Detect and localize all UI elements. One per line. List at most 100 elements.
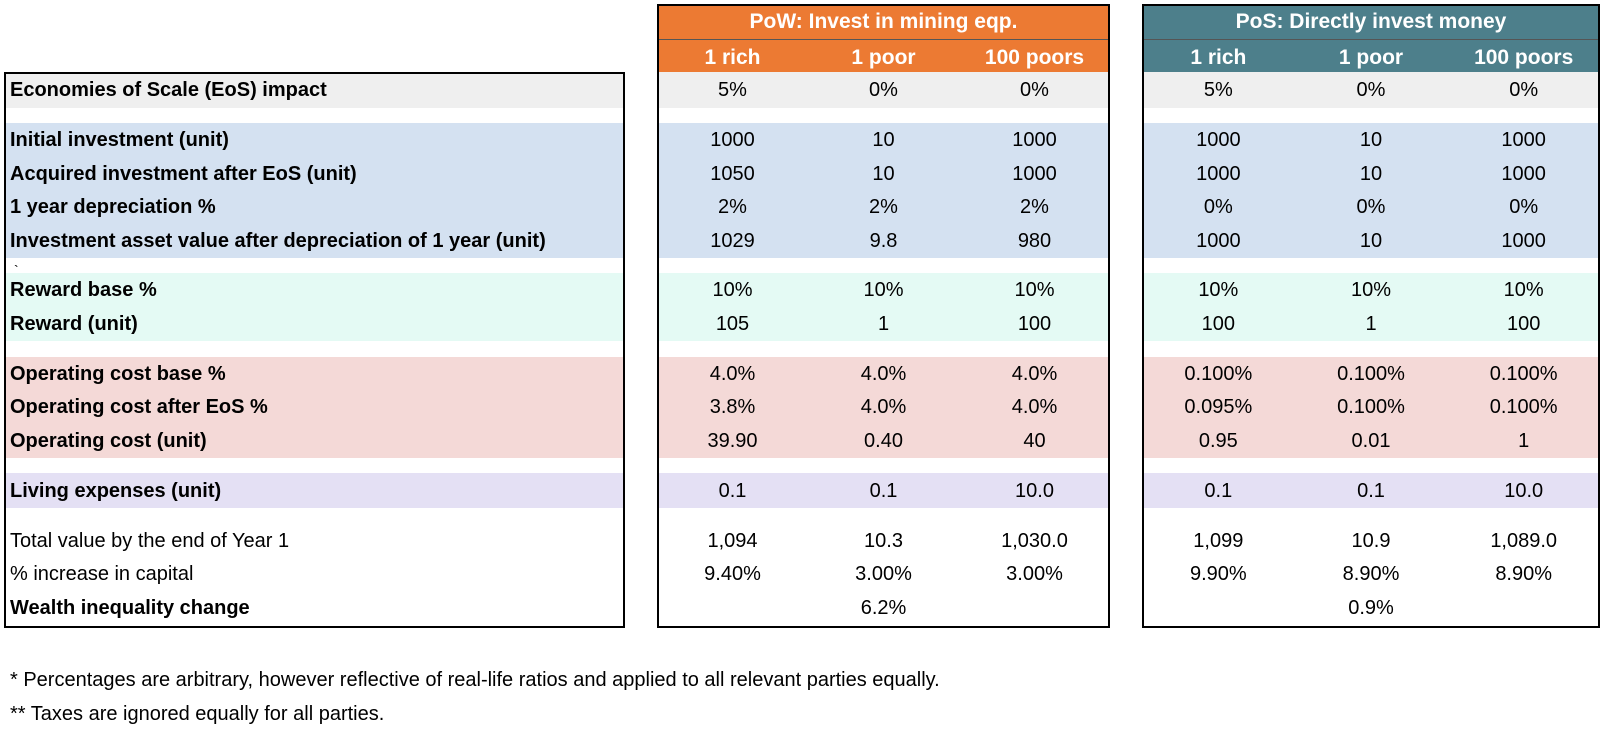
pos-cell: 10.9 <box>1351 529 1391 552</box>
pos-row: 9.90% 8.90% 8.90% <box>1142 557 1600 591</box>
pos-cell: 1000 <box>1196 229 1241 252</box>
pow-cell: 0% <box>869 78 898 101</box>
pos-row: 1000 10 1000 <box>1142 123 1600 157</box>
pos-cell: 0% <box>1356 78 1386 101</box>
label-reward-unit: Reward (unit) <box>10 312 138 335</box>
pow-row: 3.8% 4.0% 4.0% <box>657 390 1110 424</box>
label-depreciation: 1 year depreciation % <box>10 195 216 218</box>
pow-row: 9.40% 3.00% 3.00% <box>657 557 1110 591</box>
band-eos <box>4 72 625 108</box>
pos-band-reward <box>1142 273 1600 341</box>
pow-cell: 1,094 <box>707 529 758 552</box>
pos-row: 0.1 0.1 10.0 <box>1142 474 1600 508</box>
pow-cell: 10.3 <box>864 529 903 552</box>
label-opcost-base: Operating cost base % <box>10 362 226 385</box>
pos-table: PoS: Directly invest money 1 rich 1 poor… <box>1142 4 1600 628</box>
band-investment <box>4 123 625 258</box>
label-eos-impact: Economies of Scale (EoS) impact <box>10 78 327 101</box>
pos-cell: 0.1 <box>1204 479 1233 502</box>
label-opcost-unit: Operating cost (unit) <box>10 429 207 452</box>
pos-row: 10% 10% 10% <box>1142 273 1600 307</box>
label-initial-investment: Initial investment (unit) <box>10 128 229 151</box>
pos-cell: 0.01 <box>1351 429 1391 452</box>
pow-table: PoW: Invest in mining eqp. 1 rich 1 poor… <box>657 4 1110 628</box>
label-living-expenses: Living expenses (unit) <box>10 479 222 502</box>
pow-cell: 10.0 <box>1015 479 1054 502</box>
pos-row: 1,099 10.9 1,089.0 <box>1142 524 1600 558</box>
pow-cell: 10 <box>872 128 895 151</box>
pos-row: 1000 10 1000 <box>1142 224 1600 258</box>
pos-cell: 100 <box>1506 312 1541 335</box>
label-acquired-investment: Acquired investment after EoS (unit) <box>10 162 357 185</box>
footnote-taxes: ** Taxes are ignored equally for all par… <box>10 703 385 725</box>
label-asset-value: Investment asset value after depreciatio… <box>10 229 546 252</box>
pow-cell: 3.00% <box>855 562 912 585</box>
pow-cell: 5% <box>718 78 747 101</box>
label-opcost-eos: Operating cost after EoS % <box>10 395 268 418</box>
pos-row: 100 1 100 <box>1142 307 1600 341</box>
pos-row: 0% 0% 0% <box>1142 190 1600 224</box>
pos-cell: 0.100% <box>1184 362 1253 385</box>
pow-cell: 4.0% <box>1011 362 1058 385</box>
pos-col-100-poors: 100 poors <box>1474 45 1574 69</box>
pos-cell: 0% <box>1203 195 1233 218</box>
pos-row: 0.9% <box>1142 591 1600 625</box>
pow-cell: 10% <box>863 278 904 301</box>
pos-cell: 9.90% <box>1189 562 1247 585</box>
pos-col-1-rich: 1 rich <box>1190 45 1247 69</box>
pow-cell: 9.8 <box>869 229 898 252</box>
pow-column-headers: 1 rich 1 poor 100 poors <box>657 40 1110 75</box>
pow-cell: 1050 <box>710 162 755 185</box>
pos-cell: 0.095% <box>1184 395 1253 418</box>
pow-cell: 0.1 <box>718 479 747 502</box>
pow-band-living <box>657 473 1110 508</box>
pos-cell: 10 <box>1359 229 1383 252</box>
pos-cell: 1 <box>1518 429 1530 452</box>
pow-col-1-poor: 1 poor <box>851 45 916 69</box>
pow-row: 1000 10 1000 <box>657 123 1110 157</box>
pow-row: 1029 9.8 980 <box>657 224 1110 258</box>
pow-cell: 2% <box>718 195 747 218</box>
pow-cell: 1029 <box>710 229 755 252</box>
pow-cell: 4.0% <box>860 362 907 385</box>
footnote-percentages: * Percentages are arbitrary, however ref… <box>10 669 940 691</box>
pow-cell: 105 <box>715 312 750 335</box>
band-operating <box>4 357 625 458</box>
pos-band-eos <box>1142 72 1600 108</box>
pos-title: PoS: Directly invest money <box>1142 4 1600 40</box>
pos-cell: 8.90% <box>1342 562 1400 585</box>
label-reward-base: Reward base % <box>10 278 157 301</box>
pos-row: 0.095% 0.100% 0.100% <box>1142 390 1600 424</box>
pos-cell: 8.90% <box>1495 562 1553 585</box>
pow-cell: 2% <box>1020 195 1049 218</box>
pow-cell: 1000 <box>1012 128 1057 151</box>
pos-cell: 10% <box>1198 278 1239 301</box>
pow-cell: 3.00% <box>1006 562 1063 585</box>
pow-cell: 2% <box>869 195 898 218</box>
pow-cell: 1000 <box>710 128 755 151</box>
pos-cell: 0.100% <box>1489 362 1558 385</box>
pos-cell: 1000 <box>1501 162 1546 185</box>
pos-cell: 0% <box>1509 78 1539 101</box>
pow-cell: 10% <box>1014 278 1055 301</box>
pos-band-investment <box>1142 123 1600 258</box>
pow-cell: 1 <box>877 312 890 335</box>
pow-band-eos <box>657 72 1110 108</box>
pos-cell: 100 <box>1201 312 1236 335</box>
pos-cell: 1000 <box>1501 229 1546 252</box>
pow-cell: 40 <box>1023 429 1046 452</box>
pow-cell: 6.2% <box>860 596 907 619</box>
pow-cell: 0.40 <box>864 429 903 452</box>
pow-row: 5% 0% 0% <box>657 73 1110 107</box>
pow-row: 105 1 100 <box>657 307 1110 341</box>
band-reward <box>4 273 625 341</box>
label-total-value: Total value by the end of Year 1 <box>10 529 290 552</box>
pos-band-living <box>1142 473 1600 508</box>
pos-cell: 10% <box>1350 278 1392 301</box>
pow-row: 2% 2% 2% <box>657 190 1110 224</box>
row-labels-table: Economies of Scale (EoS) impact Initial … <box>4 72 625 628</box>
pos-cell: 0.9% <box>1348 596 1394 619</box>
pos-cell: 0.100% <box>1337 362 1405 385</box>
pow-cell: 39.90 <box>707 429 758 452</box>
pos-cell: 0.100% <box>1337 395 1405 418</box>
